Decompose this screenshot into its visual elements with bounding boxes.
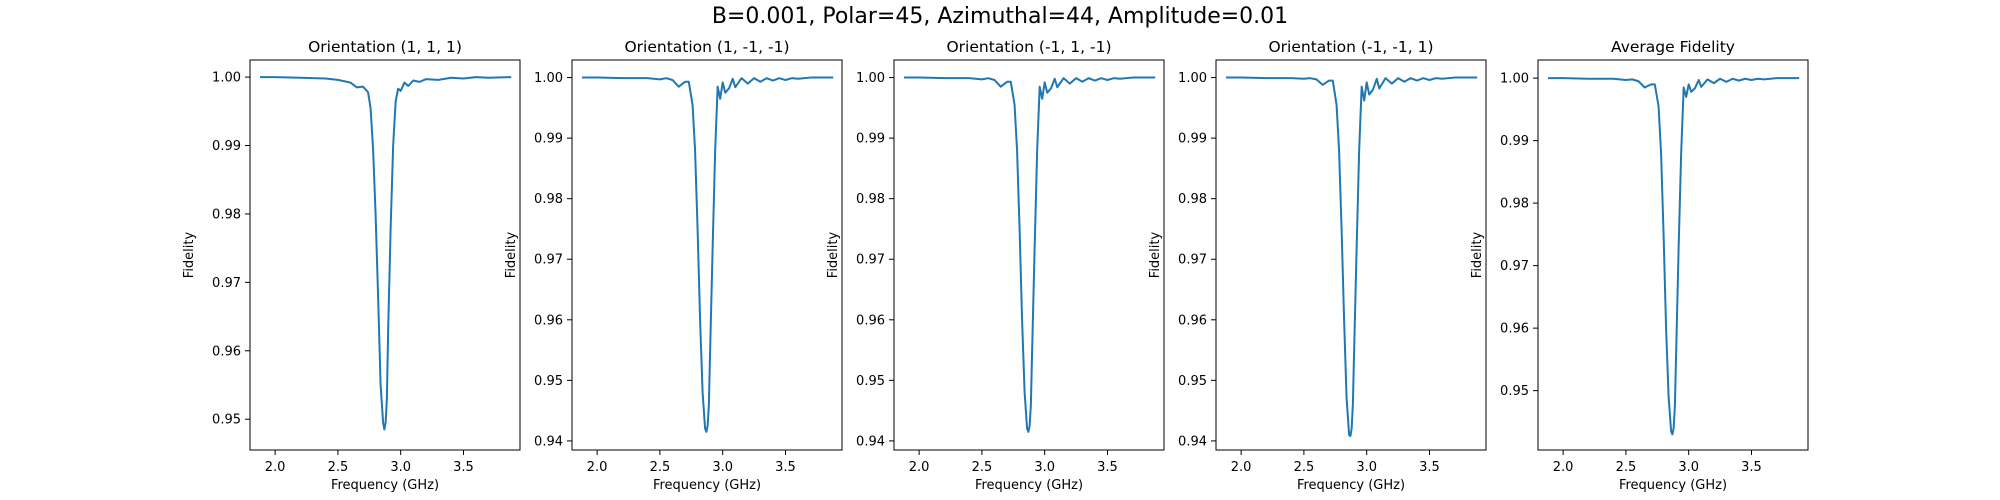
y-tick-label: 0.99: [534, 132, 563, 147]
y-tick-label: 0.97: [1500, 259, 1529, 274]
y-axis-label: Fidelity: [826, 231, 841, 278]
x-tick-label: 2.5: [1294, 460, 1315, 475]
axes-frame: [893, 59, 1165, 451]
x-axis-label: Frequency (GHz): [1619, 478, 1727, 493]
x-tick-label: 2.0: [265, 460, 286, 475]
y-axis-label: Fidelity: [1148, 231, 1163, 278]
series-line-1: [1548, 77, 1800, 436]
x-tick-label: 2.5: [1616, 460, 1637, 475]
x-tick-label: 2.5: [650, 460, 671, 475]
subplot-title: Orientation (1, 1, 1): [308, 38, 462, 56]
y-tick-label: 0.97: [856, 253, 885, 268]
y-tick-label: 0.95: [534, 374, 563, 389]
x-axis-label: Frequency (GHz): [975, 478, 1083, 493]
x-tick-label: 3.5: [453, 460, 474, 475]
y-tick-label: 0.96: [1500, 322, 1529, 337]
y-tick-label: 0.98: [1500, 197, 1529, 212]
x-tick-label: 3.0: [712, 460, 733, 475]
y-tick-label: 0.99: [1178, 132, 1207, 147]
y-tick-label: 0.99: [212, 139, 241, 154]
subplot-4: 2.0 2.5 3.0 3.5 0.94 0.95 0.96 0.97 0.98 0.99 1.00…: [1148, 38, 1487, 493]
subplot-title: Orientation (1, -1, -1): [624, 38, 789, 56]
axes-frame: [571, 59, 843, 451]
series-line-1: [904, 76, 1156, 433]
x-tick-label: 2.0: [587, 460, 608, 475]
y-tick-label: 0.94: [856, 434, 885, 449]
y-tick-label: 0.98: [212, 207, 241, 222]
x-tick-label: 2.0: [1231, 460, 1252, 475]
subplot-title: Orientation (-1, -1, 1): [1268, 38, 1433, 56]
axes-frame: [1537, 59, 1809, 451]
y-tick-label: 1.00: [1500, 72, 1529, 87]
y-tick-label: 1.00: [534, 71, 563, 86]
x-tick-label: 3.5: [775, 460, 796, 475]
subplot-title: Average Fidelity: [1611, 38, 1735, 56]
y-axis-label: Fidelity: [504, 231, 519, 278]
series-line-1: [260, 76, 512, 431]
x-axis-label: Frequency (GHz): [1297, 478, 1405, 493]
subplot-2: 2.0 2.5 3.0 3.5 0.94 0.95 0.96 0.97 0.98 0.99 1.00…: [504, 38, 843, 493]
y-tick-label: 0.95: [1500, 384, 1529, 399]
x-tick-label: 3.0: [1678, 460, 1699, 475]
y-tick-label: 1.00: [212, 71, 241, 86]
axes-frame: [1215, 59, 1487, 451]
y-tick-label: 0.98: [534, 192, 563, 207]
x-tick-label: 2.5: [328, 460, 349, 475]
y-tick-label: 0.98: [856, 192, 885, 207]
x-tick-label: 2.0: [1553, 460, 1574, 475]
series-line-1: [582, 76, 834, 433]
series-line-1: [1226, 76, 1478, 438]
y-tick-label: 0.98: [1178, 192, 1207, 207]
y-tick-label: 0.97: [1178, 253, 1207, 268]
subplot-5: 2.0 2.5 3.0 3.5 0.95 0.96 0.97 0.98 0.99 1.00 Aver…: [1470, 38, 1809, 493]
y-tick-label: 0.95: [1178, 374, 1207, 389]
x-axis-label: Frequency (GHz): [653, 478, 761, 493]
x-tick-label: 3.0: [390, 460, 411, 475]
y-tick-label: 1.00: [856, 71, 885, 86]
x-tick-label: 2.0: [909, 460, 930, 475]
figure-suptitle: B=0.001, Polar=45, Azimuthal=44, Amplitu…: [711, 4, 1289, 29]
x-tick-label: 3.0: [1034, 460, 1055, 475]
subplot-3: 2.0 2.5 3.0 3.5 0.94 0.95 0.96 0.97 0.98 0.99 1.00…: [826, 38, 1165, 493]
subplot-title: Orientation (-1, 1, -1): [946, 38, 1111, 56]
subplot-1: 2.0 2.5 3.0 3.5 0.95 0.96 0.97 0.98 0.99 1.00 Orie…: [182, 38, 521, 493]
y-tick-label: 0.96: [1178, 313, 1207, 328]
y-tick-label: 1.00: [1178, 71, 1207, 86]
y-tick-label: 0.94: [534, 434, 563, 449]
x-tick-label: 2.5: [972, 460, 993, 475]
y-tick-label: 0.97: [534, 253, 563, 268]
y-axis-label: Fidelity: [182, 231, 197, 278]
x-tick-label: 3.5: [1419, 460, 1440, 475]
x-tick-label: 3.0: [1356, 460, 1377, 475]
y-tick-label: 0.99: [856, 132, 885, 147]
x-tick-label: 3.5: [1097, 460, 1118, 475]
y-tick-label: 0.95: [212, 413, 241, 428]
x-axis-label: Frequency (GHz): [331, 478, 439, 493]
y-tick-label: 0.97: [212, 276, 241, 291]
x-tick-label: 3.5: [1741, 460, 1762, 475]
y-tick-label: 0.96: [856, 313, 885, 328]
y-tick-label: 0.96: [212, 344, 241, 359]
axes-frame: [249, 59, 521, 451]
y-axis-label: Fidelity: [1470, 231, 1485, 278]
y-tick-label: 0.94: [1178, 434, 1207, 449]
y-tick-label: 0.95: [856, 374, 885, 389]
y-tick-label: 0.96: [534, 313, 563, 328]
y-tick-label: 0.99: [1500, 134, 1529, 149]
